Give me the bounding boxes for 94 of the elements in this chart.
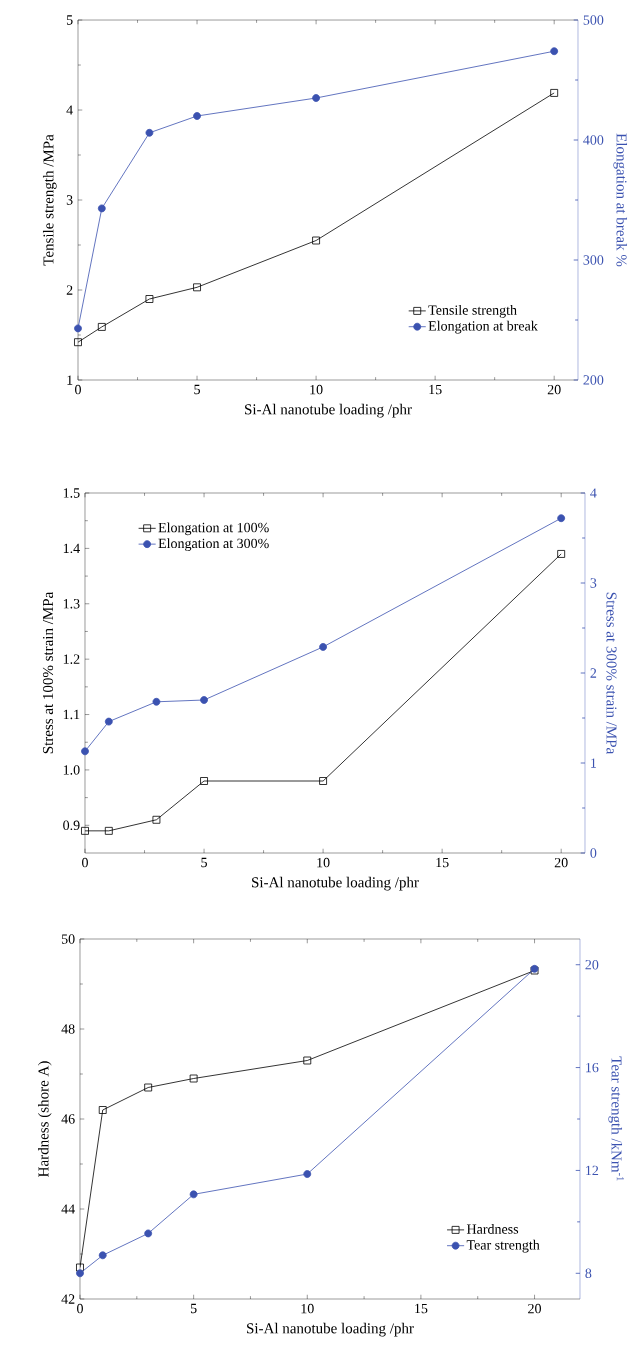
- legend-label: Tensile strength: [428, 304, 517, 318]
- y-tick-label: 4: [66, 105, 73, 115]
- legend-label: Elongation at 100%: [158, 522, 269, 536]
- point: [319, 643, 327, 651]
- point: [312, 236, 320, 245]
- y2-tick-label: 400: [583, 135, 604, 145]
- legend-label: Elongation at 300%: [158, 538, 269, 551]
- x-tick-label: 0: [77, 1303, 83, 1314]
- point: [81, 826, 89, 835]
- point: [144, 1229, 153, 1238]
- y2-tick-label: 8: [585, 1268, 592, 1279]
- y2-tick-label: 3: [590, 578, 597, 588]
- x-tick-label: 0: [82, 857, 88, 868]
- point: [98, 1251, 107, 1260]
- point: [557, 550, 566, 558]
- point: [193, 283, 201, 292]
- x-tick-label: 15: [429, 384, 442, 395]
- y-tick-label: 1.0: [63, 765, 80, 775]
- y-tick-label: 42: [61, 1294, 75, 1304]
- point: [104, 826, 113, 835]
- y-axis-title: Stress at 100% strain /MPa: [42, 591, 54, 754]
- y-tick-label: 1.5: [63, 488, 80, 498]
- y2-tick-label: 4: [590, 488, 597, 498]
- x-tick-label: 10: [310, 384, 323, 395]
- point: [145, 295, 154, 303]
- y-tick-label: 1.3: [63, 599, 80, 609]
- point: [189, 1074, 198, 1083]
- x-tick-label: 0: [75, 384, 81, 395]
- point: [104, 717, 113, 726]
- x-tick-label: 15: [436, 857, 449, 868]
- x-tick-label: 5: [190, 1303, 197, 1314]
- y-tick-label: 1.2: [63, 654, 80, 664]
- point: [550, 47, 559, 56]
- x-axis-title: Si-Al nanotube loading /phr: [247, 1322, 414, 1337]
- y2-axis-title: Tear strength /kNm$^{-1}$: [608, 1056, 624, 1181]
- y2-tick-label: 1: [591, 758, 597, 768]
- legend-label: Hardness: [466, 1223, 519, 1234]
- y-tick-label: 46: [61, 1114, 75, 1124]
- point: [550, 89, 559, 97]
- x-tick-label: 10: [301, 1303, 314, 1314]
- y2-tick-label: 12: [586, 1165, 599, 1176]
- y2-tick-label: 20: [585, 959, 599, 970]
- point: [312, 94, 320, 102]
- point: [74, 324, 82, 333]
- y-tick-label: 1: [67, 375, 73, 385]
- point: [76, 1263, 84, 1272]
- point: [152, 697, 161, 706]
- point: [76, 1269, 84, 1278]
- x-tick-label: 20: [554, 857, 568, 868]
- x-tick-label: 20: [528, 1303, 541, 1314]
- point: [152, 815, 161, 824]
- point: [144, 1083, 153, 1092]
- point: [303, 1056, 312, 1065]
- point: [319, 777, 327, 785]
- x-tick-label: 20: [547, 384, 561, 395]
- y2-tick-label: 2: [590, 668, 597, 678]
- legend-label: Elongation at break: [428, 320, 538, 334]
- y-tick-label: 48: [61, 1024, 75, 1034]
- point: [189, 1190, 198, 1199]
- x-axis-title: Si-Al nanotube loading /phr: [245, 403, 412, 418]
- y2-tick-label: 0: [590, 848, 597, 858]
- y2-tick-label: 16: [586, 1062, 599, 1073]
- point: [97, 323, 106, 331]
- x-tick-label: 5: [194, 384, 201, 395]
- point: [81, 747, 89, 756]
- y-tick-label: 2: [66, 285, 73, 295]
- point: [193, 112, 201, 120]
- y-tick-label: 1.4: [63, 543, 80, 554]
- point: [97, 204, 106, 213]
- point: [145, 128, 154, 137]
- x-tick-label: 5: [201, 857, 208, 868]
- x-tick-label: 10: [317, 857, 330, 868]
- y-axis-title: Tensile strength /MPa: [42, 134, 57, 266]
- y2-tick-label: 500: [583, 15, 604, 25]
- x-tick-label: 15: [415, 1303, 428, 1314]
- y-tick-label: 44: [61, 1204, 75, 1214]
- y-tick-label: 50: [61, 934, 75, 944]
- y-tick-label: 3: [66, 195, 73, 205]
- point: [74, 338, 82, 347]
- point: [98, 1106, 107, 1114]
- y2-axis-title: Elongation at break %: [613, 133, 628, 267]
- y2-axis-title: Stress at 300% strain /MPa: [606, 592, 617, 755]
- point: [200, 696, 208, 704]
- y-tick-label: 0.9: [63, 820, 80, 831]
- y-tick-label: 1.1: [63, 709, 80, 720]
- y-axis-title: Hardness (shore A): [38, 1061, 52, 1177]
- y2-tick-label: 300: [583, 255, 604, 265]
- y2-tick-label: 200: [583, 375, 604, 385]
- x-axis-title: Si-Al nanotube loading /phr: [252, 876, 419, 891]
- legend-label: Tear strength: [466, 1239, 540, 1253]
- y-tick-label: 5: [66, 15, 73, 25]
- point: [303, 1170, 312, 1178]
- point: [200, 777, 208, 785]
- point: [557, 514, 566, 523]
